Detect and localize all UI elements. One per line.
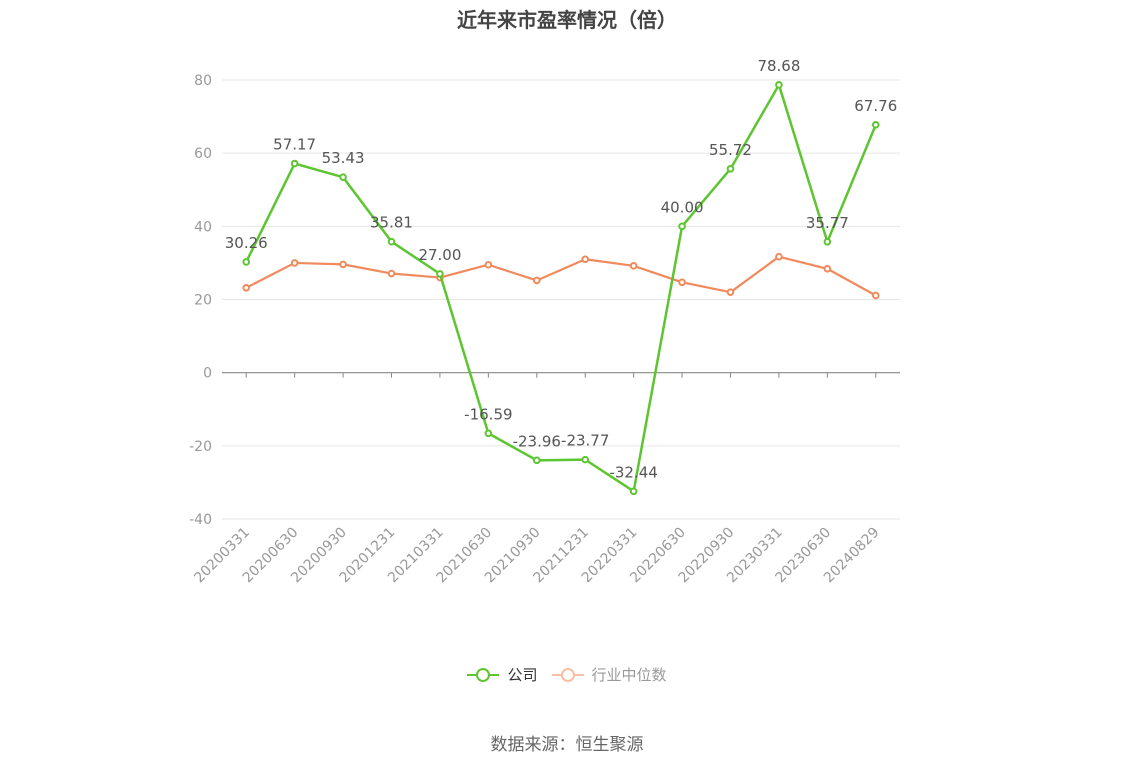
legend-item-industry-median[interactable]: 行业中位数	[551, 664, 667, 685]
data-label-company: 57.17	[273, 136, 316, 154]
data-label-company: -16.59	[464, 405, 512, 423]
data-label-company: 67.76	[854, 97, 897, 115]
data-label-company: 78.68	[757, 57, 800, 75]
legend: 公司 行业中位数	[0, 664, 1134, 685]
data-label-company: 53.43	[322, 149, 365, 167]
y-tick-label: -40	[189, 512, 212, 528]
legend-swatch-company	[467, 667, 500, 683]
data-labels: 30.26 57.17 53.43 35.81 27.00 -16.59-23.96 -23…	[225, 57, 898, 482]
data-point-company[interactable]	[532, 456, 541, 465]
data-point-industry-median[interactable]	[484, 260, 493, 269]
data-label-company: 27.00	[418, 246, 461, 264]
data-label-company: -23.77	[561, 432, 609, 450]
y-tick-label: 80	[194, 73, 212, 89]
y-tick-label: 40	[194, 219, 212, 235]
data-point-company[interactable]	[290, 159, 299, 168]
x-axis: 2020033120200630202009302020123120210331…	[191, 372, 900, 586]
data-point-industry-median[interactable]	[581, 255, 590, 264]
data-point-industry-median[interactable]	[242, 283, 251, 292]
data-point-company[interactable]	[242, 258, 251, 266]
data-point-industry-median[interactable]	[387, 269, 396, 278]
legend-label-industry-median: 行业中位数	[591, 666, 667, 684]
data-point-company[interactable]	[726, 165, 735, 173]
legend-item-company[interactable]: 公司	[467, 664, 538, 685]
y-axis: 80 60 40 20 0 -20 -40	[189, 73, 212, 528]
data-label-company: -32.44	[609, 463, 657, 481]
data-label-company: -23.96	[513, 432, 561, 450]
data-label-company: 55.72	[709, 141, 752, 159]
y-tick-label: 60	[194, 146, 212, 162]
grid-lines	[222, 79, 900, 520]
series-layer	[242, 81, 880, 496]
data-point-company[interactable]	[581, 455, 590, 464]
series-line-industry-median	[245, 255, 877, 297]
data-point-company[interactable]	[484, 429, 493, 438]
data-point-company[interactable]	[871, 120, 880, 129]
data-point-company[interactable]	[387, 237, 396, 246]
data-point-industry-median[interactable]	[629, 262, 638, 270]
y-tick-label: 0	[203, 366, 212, 382]
data-point-company[interactable]	[629, 487, 638, 496]
data-point-company[interactable]	[678, 222, 686, 231]
legend-swatch-industry-median	[551, 667, 584, 683]
series-line-company	[245, 83, 877, 493]
data-point-industry-median[interactable]	[775, 252, 783, 261]
data-point-industry-median[interactable]	[726, 288, 735, 296]
data-label-company: 30.26	[225, 234, 268, 252]
data-point-company[interactable]	[775, 81, 783, 89]
data-point-industry-median[interactable]	[339, 260, 347, 269]
y-tick-label: 20	[194, 293, 212, 309]
data-point-industry-median[interactable]	[678, 278, 686, 287]
y-tick-label: -20	[189, 439, 212, 455]
legend-label-company: 公司	[507, 666, 538, 684]
data-point-industry-median[interactable]	[532, 276, 541, 285]
data-label-company: 35.77	[806, 214, 849, 232]
data-point-company[interactable]	[339, 173, 347, 182]
data-source: 数据来源：恒生聚源	[490, 735, 644, 755]
data-label-company: 40.00	[661, 198, 704, 216]
data-point-industry-median[interactable]	[823, 264, 832, 273]
chart-title: 近年来市盈率情况（倍）	[457, 8, 677, 32]
data-label-company: 35.81	[370, 214, 413, 232]
data-point-company[interactable]	[436, 270, 444, 278]
data-point-company[interactable]	[823, 238, 832, 246]
data-point-industry-median[interactable]	[290, 259, 299, 267]
data-point-industry-median[interactable]	[871, 291, 880, 300]
